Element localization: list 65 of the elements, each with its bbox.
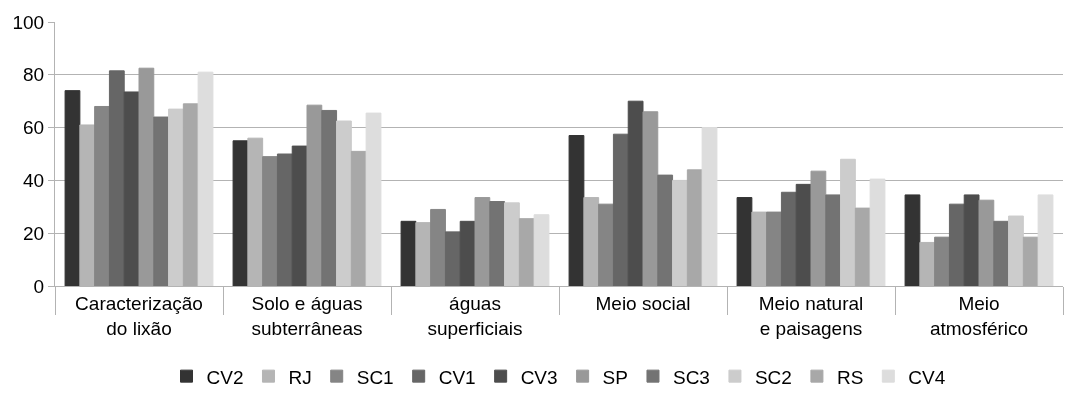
y-tick-label: 40 [23, 170, 45, 192]
y-tick-label: 100 [12, 11, 45, 33]
x-tick-label: Meio atmosférico [929, 292, 1029, 339]
bar [153, 116, 170, 286]
y-tick-label: 60 [23, 117, 45, 139]
bar [533, 214, 550, 286]
bar [400, 220, 417, 286]
legend-label: CV1 [438, 366, 476, 388]
bar [598, 203, 614, 286]
legend-label: CV3 [520, 366, 558, 388]
bar [934, 236, 950, 286]
bar [780, 191, 797, 286]
bar [444, 231, 461, 286]
bar [736, 197, 753, 286]
bar [672, 179, 688, 286]
bar [993, 220, 1010, 286]
bar [642, 111, 659, 286]
x-tick-label: Solo e águas subterrâneas [251, 292, 363, 339]
bar [1037, 194, 1054, 286]
bar [474, 197, 491, 286]
bar [168, 108, 184, 286]
bar [825, 194, 842, 286]
legend-label: RS [836, 366, 864, 388]
bar [108, 70, 125, 286]
legend-label: RJ [288, 366, 312, 388]
bar [262, 156, 278, 286]
bar [1008, 215, 1024, 286]
x-tick-label: Meio natural e paisagens [758, 292, 864, 339]
bar [276, 153, 293, 286]
bar [232, 140, 249, 286]
legend-label: SC1 [356, 366, 394, 388]
legend-label: CV4 [908, 366, 946, 388]
bar [612, 133, 629, 286]
bar [504, 202, 520, 286]
bar [657, 174, 674, 286]
bar [138, 67, 155, 286]
x-tick-label: águas superficiais [427, 292, 523, 339]
bar [978, 199, 995, 286]
legend-label: CV2 [206, 366, 244, 388]
legend-label: SC3 [672, 366, 710, 388]
bar [321, 109, 338, 286]
bar [869, 178, 886, 286]
bar [948, 203, 965, 286]
y-tick-label: 0 [33, 275, 45, 297]
bar [489, 201, 506, 286]
bar [904, 194, 921, 286]
x-tick-label: Meio social [595, 292, 691, 314]
legend-label: SP [602, 366, 628, 388]
bar [365, 112, 382, 286]
x-tick-label: Caracterização do lixão [75, 292, 203, 339]
bar [840, 158, 856, 286]
legend-label: SC2 [754, 366, 792, 388]
bar [430, 208, 446, 286]
bar [810, 170, 827, 286]
bar [568, 135, 585, 286]
bar [94, 105, 110, 286]
bar [306, 104, 323, 286]
y-tick-label: 80 [23, 64, 45, 86]
bar [64, 90, 81, 286]
y-tick-label: 20 [23, 222, 45, 244]
bar [766, 211, 782, 286]
bar [336, 120, 352, 286]
bar [701, 127, 718, 286]
bar [197, 71, 214, 286]
bar [963, 194, 980, 286]
